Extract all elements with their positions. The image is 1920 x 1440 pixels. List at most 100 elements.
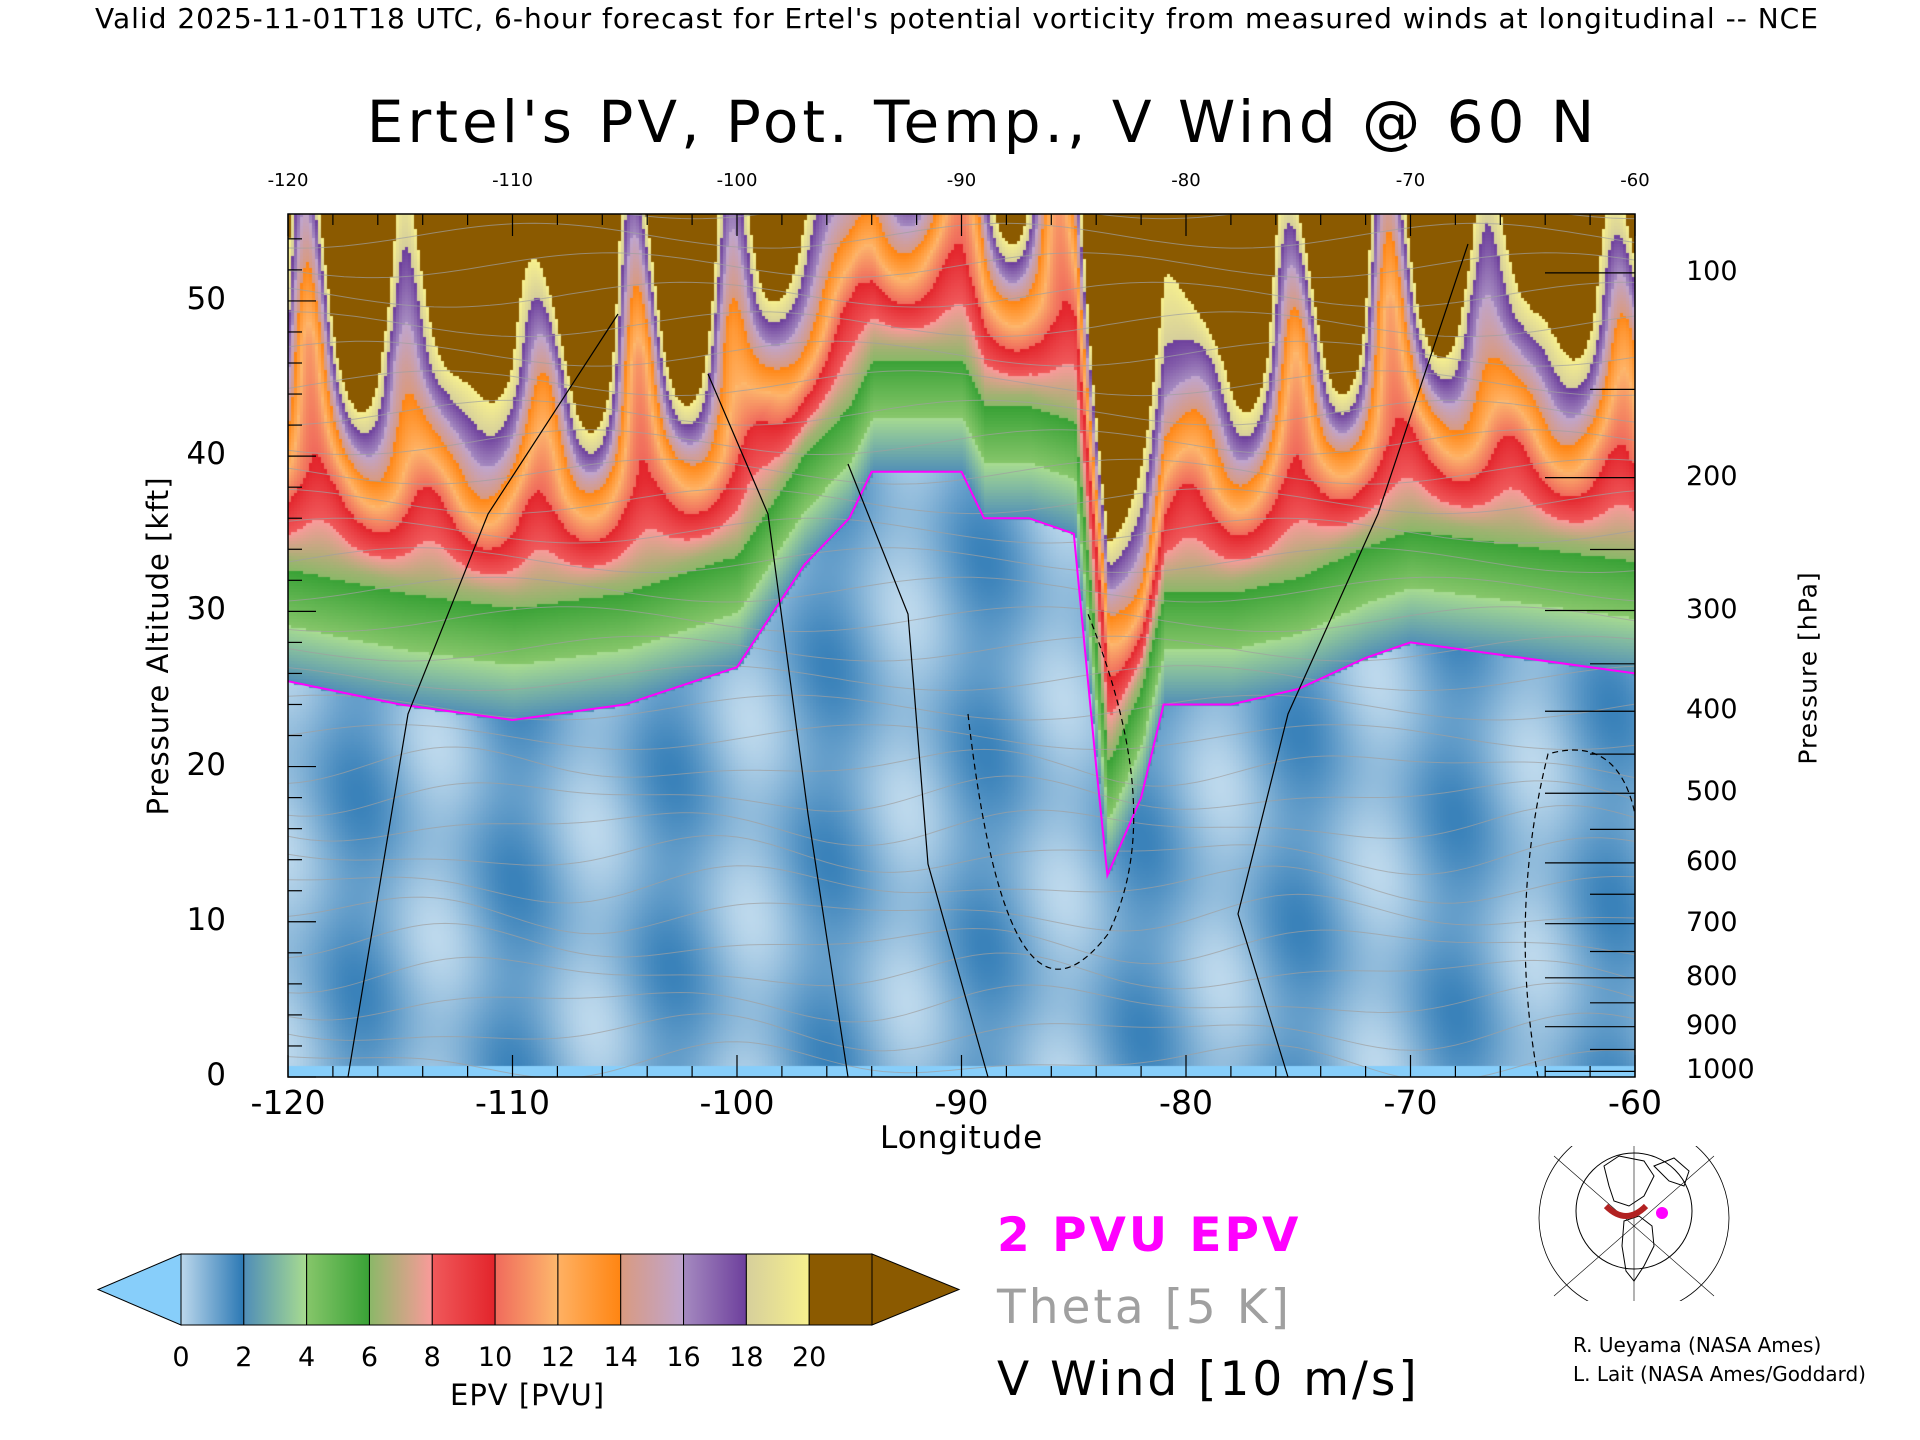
pressure-tick-label: 900 — [1686, 1009, 1738, 1041]
top-tick-label: -100 — [716, 170, 758, 191]
legend-v-wind: V Wind [10 m/s] — [997, 1352, 1420, 1407]
theta-contour — [288, 399, 1635, 426]
colorbar-tick-label: 10 — [477, 1342, 513, 1373]
colorbar-tick-label: 4 — [298, 1342, 316, 1373]
v-wind-contour — [707, 373, 849, 1077]
theta-contour — [288, 1012, 1635, 1052]
theta-contour — [288, 488, 1635, 515]
x-tick-label: -100 — [699, 1083, 775, 1122]
x-tick-label: -70 — [1383, 1083, 1438, 1122]
theta-contour — [288, 281, 1635, 308]
colorbar-bin — [745, 1253, 810, 1326]
colorbar-tick-label: 2 — [235, 1342, 253, 1373]
colorbar-tick-label: 16 — [666, 1342, 701, 1373]
top-tick-label: -120 — [267, 170, 309, 191]
colorbar-bin — [306, 1253, 370, 1326]
theta-contour — [288, 547, 1635, 573]
v-wind-contour — [347, 313, 619, 1077]
colorbar-bin — [368, 1253, 433, 1326]
theta-contour — [288, 340, 1635, 367]
y-tick-label: 40 — [186, 436, 226, 473]
theta-contour — [288, 724, 1635, 751]
y-tick-label: 20 — [186, 746, 226, 783]
colorbar-bin — [683, 1253, 747, 1326]
theta-contour — [288, 746, 1635, 787]
y-tick-label: 30 — [186, 591, 226, 628]
locator-map — [1538, 1146, 1730, 1301]
pressure-tick-label: 500 — [1686, 776, 1738, 808]
colorbar-bin — [494, 1253, 559, 1326]
x-tick-label: -80 — [1159, 1083, 1213, 1122]
pressure-tick-label: 1000 — [1686, 1054, 1755, 1086]
pressure-tick-label: 800 — [1686, 960, 1738, 992]
pressure-tick-label: 400 — [1686, 694, 1738, 726]
theta-contour — [288, 517, 1635, 544]
epv-field — [288, 214, 1635, 1077]
v-wind-contour-negative — [1524, 749, 1635, 1077]
pressure-tick-label: 700 — [1686, 906, 1738, 938]
x-tick-label: -90 — [934, 1083, 989, 1122]
x-tick-label: -120 — [250, 1083, 326, 1122]
pressure-tick-label: 600 — [1686, 845, 1738, 877]
top-tick-label: -80 — [1171, 170, 1201, 191]
theta-contour — [288, 952, 1635, 994]
colorbar-bin — [557, 1253, 622, 1326]
colorbar-bin — [431, 1253, 496, 1326]
top-tick-label: -60 — [1620, 170, 1650, 191]
colorbar-tick-label: 20 — [791, 1342, 827, 1373]
x-axis-label: Longitude — [880, 1120, 1044, 1156]
top-tick-label: -90 — [946, 170, 977, 191]
y-tick-label: 50 — [186, 280, 226, 317]
pressure-tick-label: 100 — [1686, 255, 1738, 287]
colorbar-tick-label: 0 — [172, 1342, 190, 1373]
chart-title: Ertel's PV, Pot. Temp., V Wind @ 60 N — [366, 88, 1599, 156]
theta-contour — [288, 834, 1635, 876]
theta-contour — [288, 893, 1635, 935]
theta-contour — [288, 429, 1635, 456]
top-tick-label: -110 — [492, 170, 533, 191]
credit-line-2: L. Lait (NASA Ames/Goddard) — [1573, 1362, 1866, 1386]
y-tick-label: 0 — [206, 1057, 226, 1093]
v-wind-contour — [847, 463, 989, 1077]
theta-contour — [288, 370, 1635, 397]
x-tick-label: -110 — [475, 1083, 550, 1122]
theta-contour — [288, 922, 1635, 965]
colorbar-bin — [620, 1253, 685, 1326]
theta-contour — [288, 982, 1635, 1023]
theta-contour — [288, 804, 1635, 847]
top-tick-label: -70 — [1395, 170, 1426, 191]
colorbar-bin — [180, 1253, 245, 1326]
v-wind-contour-negative — [967, 613, 1135, 970]
credit-line-1: R. Ueyama (NASA Ames) — [1573, 1333, 1822, 1357]
theta-contour — [288, 665, 1635, 692]
colorbar-over-triangle — [871, 1253, 961, 1326]
colorbar-under-triangle — [96, 1253, 182, 1326]
legend-2pvu: 2 PVU EPV — [997, 1208, 1302, 1263]
colorbar-bin — [808, 1253, 873, 1326]
theta-contour — [288, 635, 1635, 662]
colorbar-tick-label: 12 — [540, 1342, 576, 1373]
colorbar-label: EPV [PVU] — [450, 1378, 606, 1412]
theta-contour — [288, 694, 1635, 721]
header-valid-time: Valid 2025-11-01T18 UTC, 6-hour forecast… — [95, 2, 1819, 35]
y-tick-label: 10 — [186, 901, 226, 938]
theta-contour — [288, 865, 1635, 904]
theta-contour — [288, 775, 1635, 817]
colorbar-tick-label: 8 — [423, 1342, 441, 1373]
colorbar-tick-label: 6 — [360, 1342, 379, 1373]
colorbar-tick-label: 14 — [603, 1342, 638, 1373]
pressure-tick-label: 300 — [1686, 593, 1738, 625]
pvu-2-contour — [288, 470, 1635, 880]
legend-theta: Theta [5 K] — [997, 1280, 1292, 1335]
colorbar-bin — [243, 1253, 308, 1326]
theta-contour — [288, 311, 1635, 338]
theta-contour — [288, 252, 1635, 279]
theta-contour — [288, 606, 1635, 633]
x-tick-label: -60 — [1608, 1083, 1662, 1122]
theta-contour — [288, 576, 1635, 603]
pressure-tick-label: 200 — [1686, 460, 1738, 492]
v-wind-contour — [1237, 243, 1469, 1077]
colorbar-tick-label: 18 — [729, 1342, 764, 1373]
